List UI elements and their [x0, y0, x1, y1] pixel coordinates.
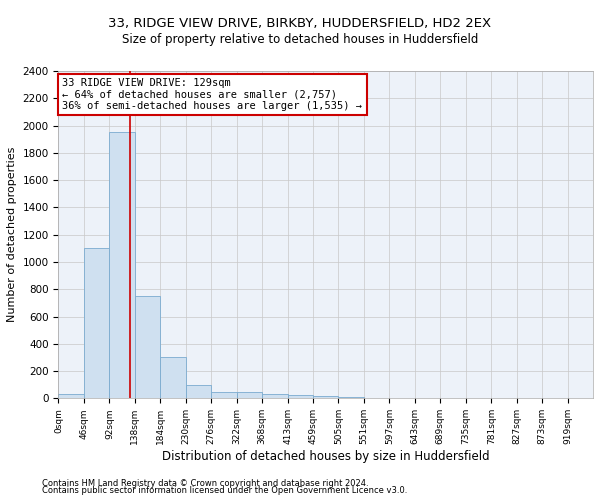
- Bar: [236, 392, 262, 398]
- Bar: [109, 132, 135, 398]
- Bar: [135, 296, 160, 398]
- Bar: [160, 358, 186, 399]
- Text: 33, RIDGE VIEW DRIVE, BIRKBY, HUDDERSFIELD, HD2 2EX: 33, RIDGE VIEW DRIVE, BIRKBY, HUDDERSFIE…: [109, 18, 491, 30]
- Bar: [186, 385, 211, 398]
- Y-axis label: Number of detached properties: Number of detached properties: [7, 147, 17, 322]
- Bar: [58, 394, 84, 398]
- Bar: [84, 248, 109, 398]
- Bar: [262, 394, 287, 398]
- X-axis label: Distribution of detached houses by size in Huddersfield: Distribution of detached houses by size …: [162, 450, 490, 463]
- Bar: [211, 392, 236, 398]
- Text: Contains public sector information licensed under the Open Government Licence v3: Contains public sector information licen…: [42, 486, 407, 495]
- Text: 33 RIDGE VIEW DRIVE: 129sqm
← 64% of detached houses are smaller (2,757)
36% of : 33 RIDGE VIEW DRIVE: 129sqm ← 64% of det…: [62, 78, 362, 111]
- Bar: [338, 397, 364, 398]
- Text: Contains HM Land Registry data © Crown copyright and database right 2024.: Contains HM Land Registry data © Crown c…: [42, 478, 368, 488]
- Bar: [313, 396, 338, 398]
- Bar: [287, 395, 313, 398]
- Text: Size of property relative to detached houses in Huddersfield: Size of property relative to detached ho…: [122, 32, 478, 46]
